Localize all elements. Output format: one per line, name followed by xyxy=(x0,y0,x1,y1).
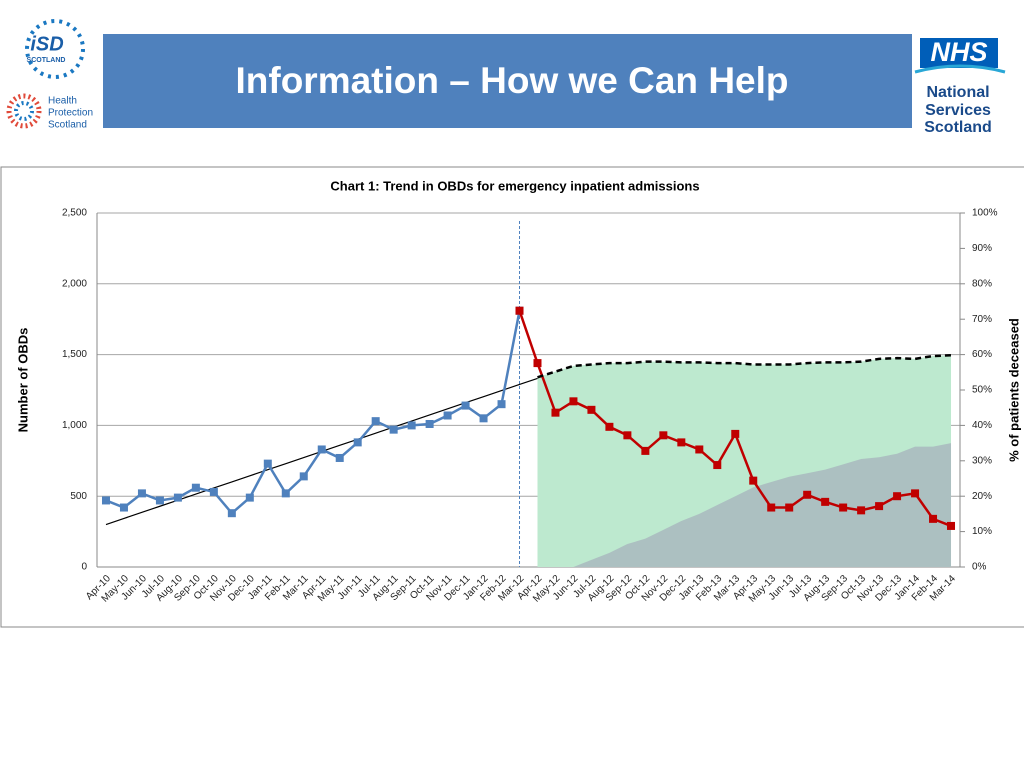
marker xyxy=(857,506,866,515)
marker xyxy=(407,421,416,430)
marker xyxy=(443,411,452,420)
y-tick-label: 2,000 xyxy=(62,278,87,289)
y-tick-label: 2,500 xyxy=(62,208,87,219)
marker xyxy=(227,509,236,518)
marker xyxy=(893,492,902,501)
isd-logo: iSD SCOTLAND xyxy=(25,19,85,79)
marker xyxy=(785,503,794,512)
marker xyxy=(101,496,110,505)
y-axis-label: Number of OBDs xyxy=(15,328,30,433)
marker xyxy=(461,401,470,410)
nhs-box xyxy=(920,38,998,68)
marker xyxy=(839,503,848,512)
marker xyxy=(371,417,380,426)
marker xyxy=(695,445,704,454)
marker xyxy=(731,429,740,438)
marker xyxy=(569,397,578,406)
marker xyxy=(317,445,326,454)
marker xyxy=(137,489,146,498)
marker xyxy=(497,400,506,409)
marker xyxy=(119,503,128,512)
marker xyxy=(281,489,290,498)
logo-text: Scotland xyxy=(48,120,87,131)
marker xyxy=(641,446,650,455)
marker xyxy=(605,422,614,431)
logo-text: Scotland xyxy=(924,119,992,136)
logo-ring xyxy=(25,19,85,79)
y-tick-label: 500 xyxy=(70,491,87,502)
marker xyxy=(551,408,560,417)
nhs-logo: NHS National Services Scotland xyxy=(914,37,1006,136)
logo-text: NHS xyxy=(930,37,987,67)
marker xyxy=(155,496,164,505)
marker xyxy=(191,483,200,492)
logo-text: Protection xyxy=(48,108,93,119)
y2-tick-label: 100% xyxy=(972,208,998,219)
area xyxy=(537,355,952,567)
marker xyxy=(587,405,596,414)
logo-ring xyxy=(14,101,34,121)
y2-tick-label: 80% xyxy=(972,278,992,289)
marker xyxy=(749,476,758,485)
marker xyxy=(479,414,488,423)
marker xyxy=(425,419,434,428)
marker xyxy=(767,503,776,512)
marker xyxy=(929,514,938,523)
marker xyxy=(821,497,830,506)
y2-tick-label: 60% xyxy=(972,349,992,360)
marker xyxy=(803,490,812,499)
y2-tick-label: 10% xyxy=(972,526,992,537)
marker xyxy=(335,453,344,462)
marker xyxy=(623,431,632,440)
logo-text: Services xyxy=(925,102,991,119)
dashed-line xyxy=(537,354,952,379)
logo-wave xyxy=(914,64,1006,74)
marker xyxy=(533,359,542,368)
marker xyxy=(173,493,182,502)
marker xyxy=(299,472,308,481)
logo-text: iSD xyxy=(30,33,63,55)
logo-text: National xyxy=(926,84,989,101)
y2-tick-label: 90% xyxy=(972,243,992,254)
y2-tick-label: 30% xyxy=(972,455,992,466)
marker xyxy=(713,461,722,470)
y2-tick-label: 70% xyxy=(972,314,992,325)
y-tick-label: 1,000 xyxy=(62,420,87,431)
y2-tick-label: 0% xyxy=(972,562,987,573)
marker xyxy=(209,487,218,496)
y-tick-label: 1,500 xyxy=(62,349,87,360)
hps-logo: Health Protection Scotland xyxy=(6,93,93,131)
y-tick-label: 0 xyxy=(81,562,87,573)
y2-axis-label: % of patients deceased xyxy=(1006,318,1021,462)
marker xyxy=(515,306,524,315)
y2-tick-label: 40% xyxy=(972,420,992,431)
y2-tick-label: 20% xyxy=(972,491,992,502)
marker xyxy=(389,425,398,434)
area xyxy=(573,443,952,567)
title-bar xyxy=(103,34,912,128)
y2-tick-label: 50% xyxy=(972,385,992,396)
marker xyxy=(947,521,956,530)
logo-text: Health xyxy=(48,96,77,107)
marker xyxy=(659,431,668,440)
marker xyxy=(245,493,254,502)
marker xyxy=(875,502,884,511)
chart-title: Chart 1: Trend in OBDs for emergency inp… xyxy=(330,178,699,193)
marker xyxy=(263,459,272,468)
logo-text: SCOTLAND xyxy=(27,57,66,64)
marker xyxy=(353,438,362,447)
marker xyxy=(911,489,920,498)
logo-ring xyxy=(6,93,42,129)
slide-title: Information – How we Can Help xyxy=(236,60,789,101)
marker xyxy=(677,438,686,447)
